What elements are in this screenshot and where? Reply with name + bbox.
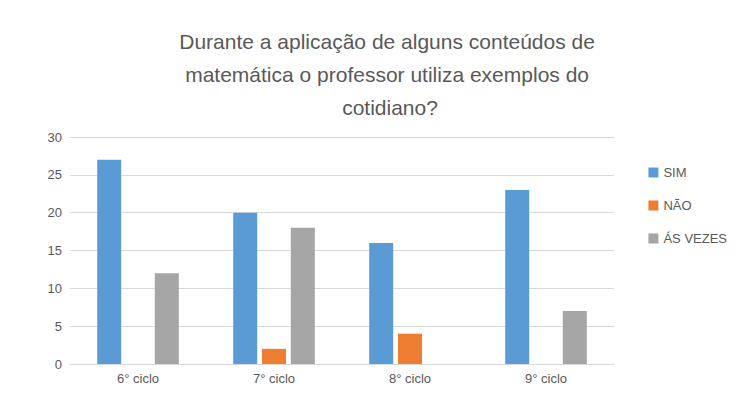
svg-text:cotidiano?: cotidiano? — [342, 96, 438, 119]
svg-text:7° ciclo: 7° ciclo — [253, 371, 295, 386]
svg-text:ÁS VEZES: ÁS VEZES — [663, 231, 727, 246]
svg-text:20: 20 — [48, 205, 62, 220]
svg-text:8° ciclo: 8° ciclo — [389, 371, 431, 386]
svg-text:25: 25 — [48, 167, 62, 182]
svg-text:matemática o professor utiliza: matemática o professor utiliza exemplos … — [185, 63, 595, 86]
svg-text:0: 0 — [55, 357, 62, 372]
svg-text:15: 15 — [48, 243, 62, 258]
svg-text:5: 5 — [55, 319, 62, 334]
svg-text:6° ciclo: 6° ciclo — [117, 371, 159, 386]
svg-text:SIM: SIM — [663, 165, 686, 180]
svg-text:NÃO: NÃO — [663, 198, 691, 213]
svg-text:Durante a aplicação de alguns: Durante a aplicação de alguns conteúdos … — [179, 30, 600, 53]
svg-text:30: 30 — [48, 130, 62, 145]
svg-text:9° ciclo: 9° ciclo — [525, 371, 567, 386]
svg-text:10: 10 — [48, 281, 62, 296]
